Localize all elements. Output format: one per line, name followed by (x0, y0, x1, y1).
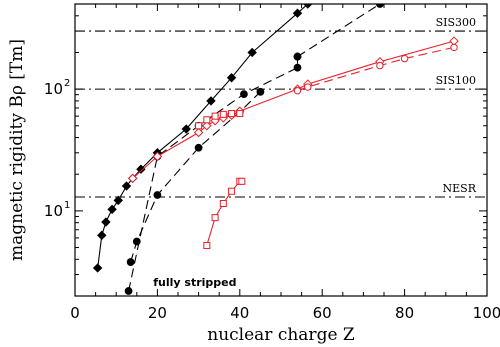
series-line-red-dash-circle (297, 46, 455, 92)
data-point-red-solid-diamond-3 (202, 121, 212, 131)
data-point-red-solid-diamond-1 (152, 151, 163, 162)
data-point-red-dash-circle-4 (450, 43, 458, 52)
data-point-red-dash-circle-0 (293, 87, 302, 95)
data-point-black-solid-diamond-13 (292, 8, 303, 18)
data-point-black-dash-circle-3 (194, 143, 203, 152)
data-point-red-dash-square-5 (236, 110, 244, 118)
data-point-black-dash-circle-5 (256, 87, 265, 96)
data-point-black-dash-circle-3-1 (375, 4, 384, 8)
data-point-red-solid-square-2 (219, 199, 227, 207)
data-point-black-dash-circle-3-0 (293, 52, 302, 61)
series-line-red-solid-square (206, 180, 242, 246)
annotation-0: fully stripped (153, 276, 236, 289)
data-point-red-solid-square-3 (228, 187, 236, 195)
data-point-black-solid-diamond-0 (92, 263, 103, 273)
y-tick-exponent-10: 1 (64, 200, 70, 211)
data-point-red-solid-diamond-2 (193, 127, 204, 138)
y-tick-label-10: 10 (44, 202, 63, 220)
series-line-red-solid-diamond (132, 40, 455, 179)
data-point-red-solid-square-5 (238, 177, 246, 185)
data-point-black-solid-diamond-5 (121, 181, 132, 191)
x-tick-label-60: 60 (313, 304, 332, 322)
y-tick-exponent-100: 2 (64, 78, 70, 89)
data-point-red-dash-square-4 (228, 110, 236, 118)
x-tick-label-40: 40 (230, 304, 249, 322)
x-tick-label-100: 100 (473, 304, 500, 322)
series-line-black-dash-circle (130, 91, 261, 263)
data-point-black-dash-circle-2-3 (240, 90, 248, 99)
data-point-red-dash-circle-3 (400, 54, 409, 63)
y-tick-label-100: 10 (44, 80, 63, 98)
data-point-red-solid-diamond-0 (127, 173, 138, 184)
data-point-red-solid-square-1 (211, 214, 219, 222)
data-point-black-solid-diamond-14 (303, 4, 313, 9)
data-point-black-dash-circle-0 (126, 258, 135, 266)
data-point-black-solid-diamond-11 (226, 73, 237, 83)
data-point-black-solid-diamond-7 (136, 164, 146, 174)
data-point-black-solid-diamond-1 (97, 230, 107, 241)
data-point-black-solid-diamond-2 (101, 217, 111, 227)
data-point-black-dash-circle-2 (153, 191, 162, 199)
data-point-red-dash-square-3 (219, 110, 227, 118)
data-point-red-dash-square-1 (203, 116, 211, 124)
x-axis-title: nuclear charge Z (207, 325, 355, 345)
data-point-black-solid-diamond-4 (113, 195, 123, 206)
reference-label-sis300: SIS300 (436, 16, 476, 29)
data-point-black-solid-diamond-9 (181, 124, 191, 134)
series-line-black-dash-circle-3 (297, 4, 381, 58)
data-point-black-dash-circle-2-4 (293, 63, 302, 72)
y-axis-title: magnetic rigidity Bρ [Tm] (7, 39, 27, 261)
data-point-black-dash-circle-2-0 (124, 287, 133, 295)
series-line-black-dash-circle-2 (128, 56, 299, 292)
series-line-black-solid-diamond (97, 4, 309, 268)
data-point-red-solid-square-0 (203, 241, 211, 249)
x-tick-label-80: 80 (395, 304, 414, 322)
data-point-red-dash-square-0 (195, 122, 203, 130)
data-point-black-solid-diamond-10 (206, 96, 216, 106)
x-tick-label-0: 0 (70, 304, 80, 322)
data-point-black-solid-diamond-3 (107, 204, 117, 215)
reference-label-sis100: SIS100 (436, 74, 476, 87)
data-point-red-dash-circle-2 (376, 61, 384, 70)
data-point-red-dash-square-2 (211, 112, 219, 120)
data-point-red-dash-circle-1 (304, 83, 312, 91)
x-tick-label-20: 20 (148, 304, 167, 322)
reference-label-nesr: NESR (443, 182, 477, 195)
plot-area (75, 4, 487, 295)
plot-frame (74, 3, 488, 297)
data-point-black-solid-diamond-12 (247, 47, 257, 58)
